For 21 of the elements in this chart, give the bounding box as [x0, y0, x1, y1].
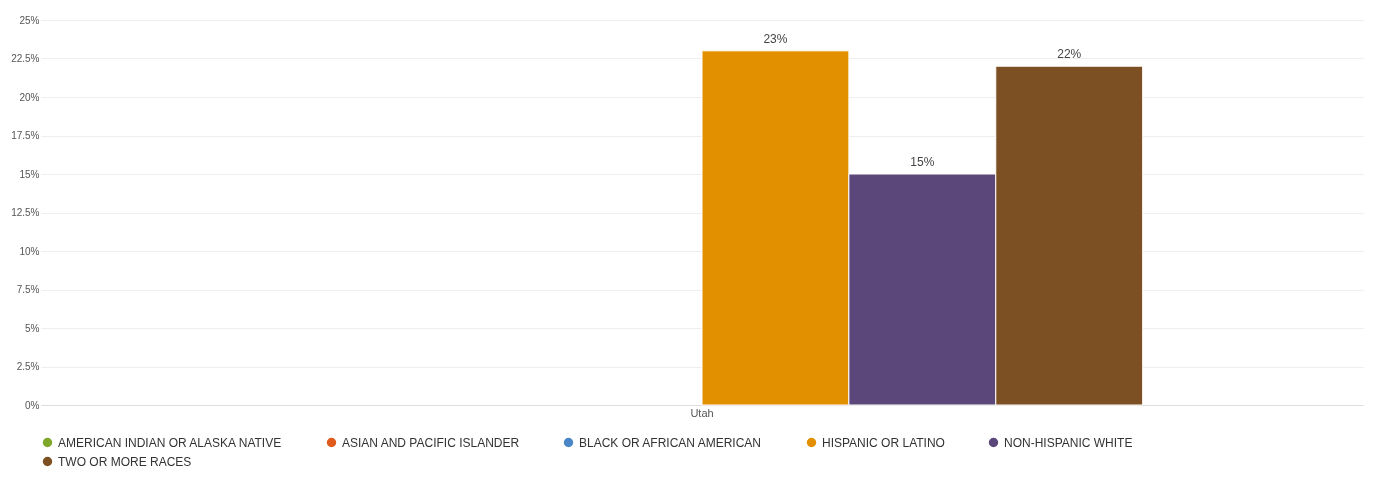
legend-label: TWO OR MORE RACES: [58, 454, 192, 469]
y-tick-label: 12.5%: [11, 207, 40, 218]
data-label: 23%: [763, 31, 788, 46]
y-tick-label: 22.5%: [11, 53, 40, 64]
y-tick-label: 17.5%: [11, 130, 40, 141]
legend-label: NON-HISPANIC WHITE: [1004, 435, 1133, 450]
data-label: 15%: [910, 155, 935, 169]
y-tick-label: 20%: [19, 91, 40, 103]
legend-label: ASIAN AND PACIFIC ISLANDER: [342, 435, 520, 450]
y-tick-label: 7.5%: [16, 284, 40, 295]
y-tick-label: 25%: [19, 14, 40, 26]
legend-label: AMERICAN INDIAN OR ALASKA NATIVE: [58, 435, 282, 450]
y-tick-label: 15%: [19, 168, 40, 180]
data-label: 22%: [1057, 47, 1082, 62]
y-tick-label: 2.5%: [16, 361, 40, 372]
y-tick-label: 10%: [19, 245, 40, 257]
x-tick-label: Utah: [690, 406, 714, 419]
legend-label: BLACK OR AFRICAN AMERICAN: [579, 435, 762, 450]
legend-label: HISPANIC OR LATINO: [822, 435, 945, 450]
y-tick-label: 0%: [25, 399, 40, 411]
y-tick-label: 5%: [25, 322, 40, 334]
